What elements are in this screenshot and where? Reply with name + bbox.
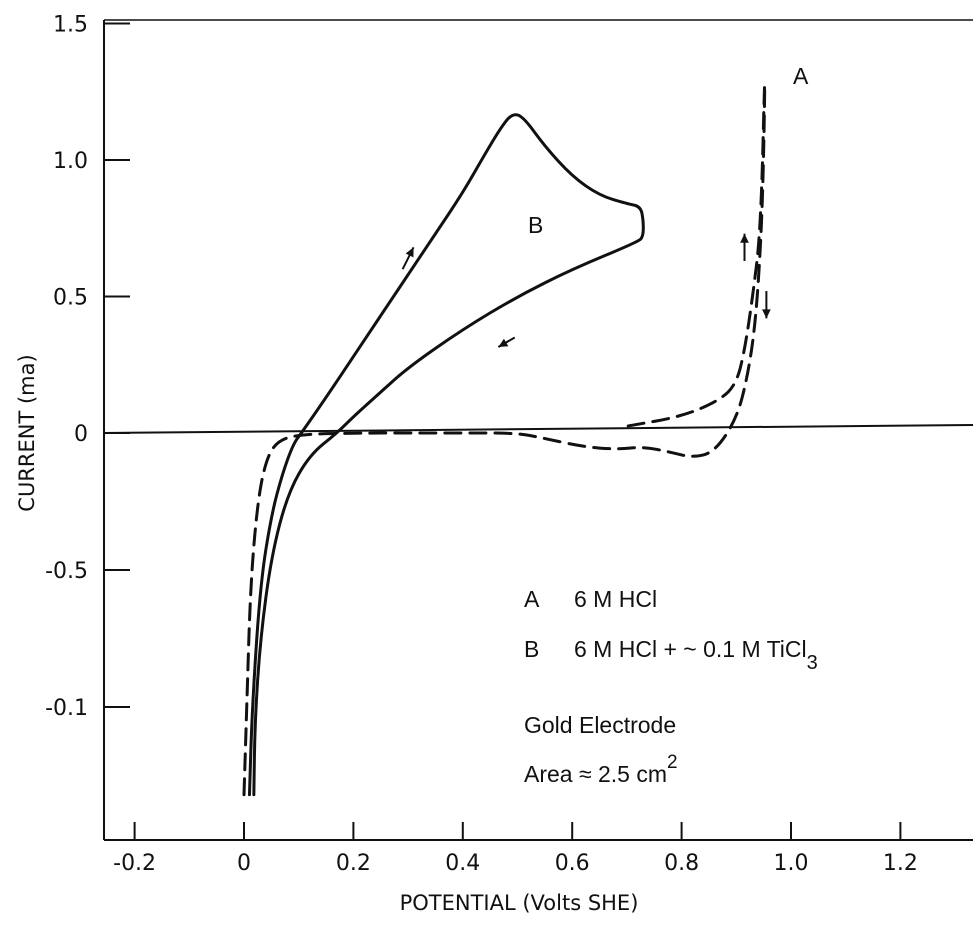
curve-a (242, 83, 767, 797)
x-tick-label: 0.6 (555, 851, 590, 876)
curve-b (247, 113, 645, 797)
x-tick-label: 0.8 (664, 851, 699, 876)
area-main-text: Area ≈ 2.5 cm (524, 761, 667, 787)
area-text: Area ≈ 2.5 cm2 (524, 752, 678, 787)
y-tick-label: -0.1 (45, 696, 88, 721)
x-tick-label: 0 (237, 851, 251, 876)
legend-a-text: 6 M HCl (574, 586, 657, 612)
legend-b-main-text: 6 M HCl + ~ 0.1 M TiCl (574, 636, 807, 662)
area-superscript: 2 (667, 752, 678, 773)
x-tick-label: 0.4 (445, 851, 480, 876)
zero-current-line (103, 424, 973, 434)
legend-b-subscript: 3 (807, 652, 818, 674)
legend: A 6 M HCl B 6 M HCl + ~ 0.1 M TiCl3 Gold… (524, 586, 818, 787)
x-tick-label: -0.2 (113, 851, 156, 876)
curve-a-label: A (793, 63, 809, 89)
direction-arrow-head (405, 247, 414, 258)
y-tick-group: 1.5 1.0 0.5 0 -0.5 -0.1 (45, 13, 130, 721)
direction-arrow-group (401, 233, 771, 348)
y-tick-label: 1.5 (53, 13, 88, 38)
electrode-text: Gold Electrode (524, 712, 676, 738)
direction-arrow-head (740, 233, 749, 243)
y-tick-label: 1.0 (53, 149, 88, 174)
y-tick-label: -0.5 (45, 559, 88, 584)
x-tick-label: 1.0 (774, 851, 809, 876)
curve-b-label: B (528, 212, 543, 238)
legend-b-key: B (524, 636, 539, 662)
x-tick-group: -0.2 0 0.2 0.4 0.6 0.8 1.0 1.2 (113, 822, 918, 876)
y-axis-title: CURRENT (ma) (15, 354, 39, 511)
y-tick-label: 0.5 (53, 286, 88, 311)
x-tick-label: 0.2 (336, 851, 371, 876)
x-tick-label: 1.2 (883, 851, 918, 876)
direction-arrow-head (498, 338, 509, 348)
legend-b-text: 6 M HCl + ~ 0.1 M TiCl3 (574, 636, 818, 674)
direction-arrow-head (762, 309, 771, 319)
curve-group (242, 83, 767, 797)
y-tick-label: 0 (74, 422, 88, 447)
legend-a-key: A (524, 586, 540, 612)
x-axis-title: POTENTIAL (Volts SHE) (400, 891, 639, 915)
